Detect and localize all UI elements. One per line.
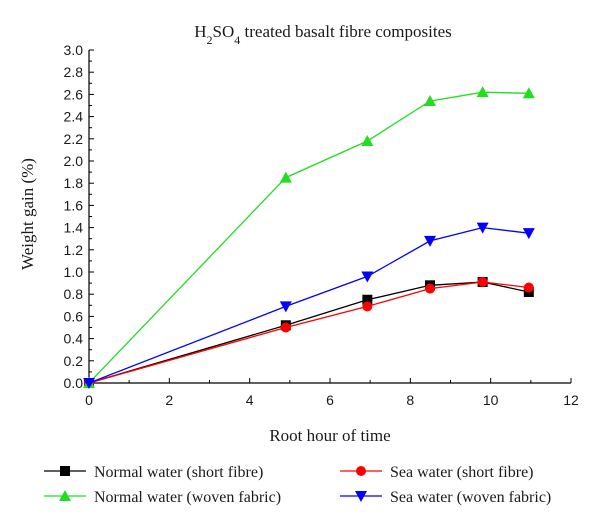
y-tick-label: 2.6 xyxy=(64,86,84,102)
y-tick-label: 0.8 xyxy=(64,286,84,302)
data-point xyxy=(476,222,489,234)
chart-title: H2SO4 treated basalt fibre composites xyxy=(194,22,452,47)
y-tick-label: 1.2 xyxy=(64,242,84,258)
y-tick-label: 0.4 xyxy=(64,331,84,347)
x-tick-label: 4 xyxy=(246,392,254,408)
legend: Normal water (short fibre) Sea water (sho… xyxy=(44,464,551,506)
x-tick-label: 0 xyxy=(85,392,93,408)
data-point xyxy=(83,378,95,389)
legend-label: Normal water (short fibre) xyxy=(94,464,263,481)
x-tick-label: 12 xyxy=(563,392,579,408)
series-line xyxy=(88,281,529,384)
y-tick-label: 2.4 xyxy=(64,109,84,125)
legend-item: Normal water (woven fabric) xyxy=(44,489,281,506)
data-point xyxy=(362,301,373,312)
data-point xyxy=(522,228,535,240)
y-tick-label: 1.0 xyxy=(64,264,84,280)
x-tick-label: 2 xyxy=(165,392,173,408)
data-point xyxy=(476,86,489,98)
y-tick-label: 0.6 xyxy=(64,308,84,324)
legend-item: Sea water (short fibre) xyxy=(340,464,534,481)
y-tick-label: 1.4 xyxy=(64,220,84,236)
legend-label: Normal water (woven fabric) xyxy=(94,489,281,506)
y-tick-label: 2.2 xyxy=(64,131,84,147)
legend-label: Sea water (woven fabric) xyxy=(390,489,551,506)
legend-item: Sea water (woven fabric) xyxy=(340,489,551,506)
x-tick-label: 10 xyxy=(483,392,499,408)
x-tick-label: 8 xyxy=(406,392,414,408)
y-tick-label: 0.0 xyxy=(64,375,84,391)
series-line xyxy=(88,281,529,384)
legend-item: Normal water (short fibre) xyxy=(44,464,263,481)
data-point xyxy=(362,294,373,305)
data-point xyxy=(522,87,535,99)
data-point xyxy=(425,283,436,294)
data-point xyxy=(280,322,291,333)
legend-label: Sea water (short fibre) xyxy=(390,464,534,481)
y-tick-label: 0.2 xyxy=(64,353,84,369)
data-point xyxy=(279,171,292,183)
data-point xyxy=(279,301,292,313)
y-tick-label: 1.6 xyxy=(64,197,84,213)
x-axis-title: Root hour of time xyxy=(269,426,390,445)
series-line xyxy=(88,226,529,384)
data-point xyxy=(424,95,437,107)
y-axis-title: Weight gain (%) xyxy=(18,158,37,270)
y-tick-label: 3.0 xyxy=(64,42,84,58)
y-tick-label: 2.8 xyxy=(64,64,84,80)
x-tick-label: 6 xyxy=(326,392,334,408)
plot-area: 0.0 0.2 0.4 0.6 0.8 1.0 1.2 1.4 1.6 1.8 2.0 2.2 2.4 2… xyxy=(64,42,579,408)
legend-swatch-marker xyxy=(356,466,366,476)
data-point xyxy=(523,282,534,293)
data-point xyxy=(424,235,437,247)
data-point xyxy=(361,135,374,147)
legend-swatch-marker xyxy=(355,491,367,502)
legend-swatch-marker xyxy=(60,466,70,476)
y-tick-label: 1.8 xyxy=(64,175,84,191)
data-point xyxy=(477,276,488,287)
legend-swatch-marker xyxy=(59,490,71,501)
series-line xyxy=(88,91,529,384)
data-point xyxy=(361,271,374,283)
y-tick-label: 2.0 xyxy=(64,153,84,169)
